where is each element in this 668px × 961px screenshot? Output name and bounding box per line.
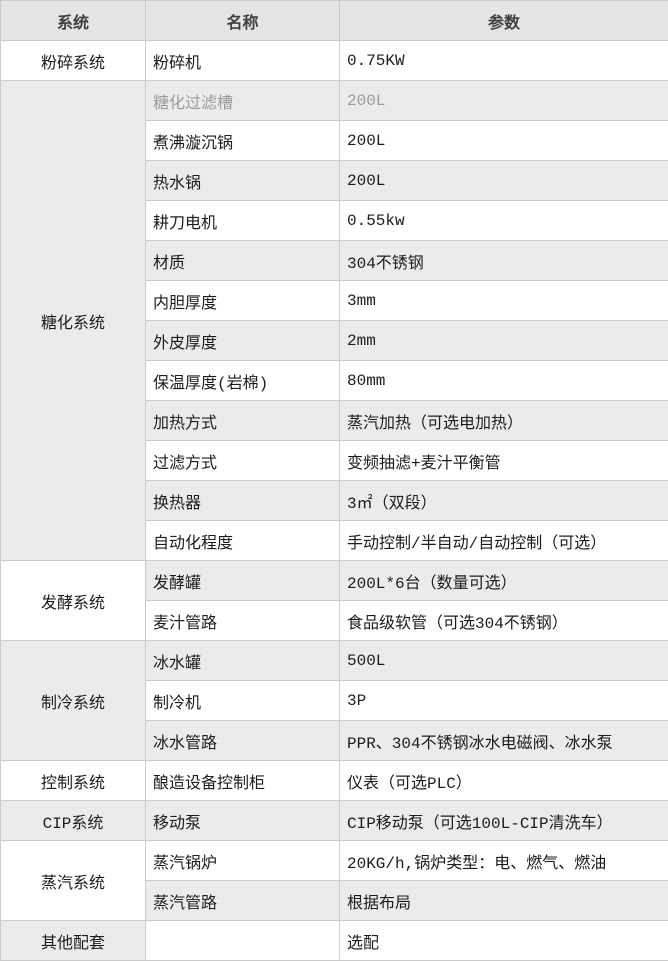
- param-cell: 3mm: [339, 280, 668, 321]
- header-param: 参数: [339, 0, 668, 41]
- param-cell: 3P: [339, 680, 668, 721]
- name-cell: 酿造设备控制柜: [145, 760, 340, 801]
- system-cell: 粉碎系统: [0, 40, 146, 81]
- param-cell: 手动控制/半自动/自动控制（可选）: [339, 520, 668, 561]
- table-row: 材质 304不锈钢: [1, 240, 668, 281]
- table-row: 粉碎系统 粉碎机 0.75KW: [0, 40, 668, 81]
- system-cell: CIP系统: [0, 800, 146, 841]
- table-row: 蒸汽管路 根据布局: [1, 880, 668, 921]
- param-cell: 304不锈钢: [339, 240, 668, 281]
- param-cell: 变频抽滤+麦汁平衡管: [339, 440, 668, 481]
- param-cell: 0.55kw: [339, 200, 668, 241]
- system-cell: 糖化系统: [0, 80, 146, 561]
- name-cell: 热水锅: [145, 160, 340, 201]
- header-name: 名称: [145, 0, 340, 41]
- param-cell: CIP移动泵（可选100L-CIP清洗车）: [339, 800, 668, 841]
- table-row: 发酵系统 发酵罐 200L*6台（数量可选）: [0, 560, 668, 641]
- name-cell: 煮沸漩沉锅: [145, 120, 340, 161]
- param-cell: 蒸汽加热（可选电加热）: [339, 400, 668, 441]
- name-cell: 内胆厚度: [145, 280, 340, 321]
- name-cell: 冰水罐: [145, 640, 340, 681]
- table-row: 外皮厚度 2mm: [1, 320, 668, 361]
- name-cell: 加热方式: [145, 400, 340, 441]
- name-cell: 冰水管路: [145, 720, 340, 761]
- name-cell: 自动化程度: [145, 520, 340, 561]
- param-cell: 80mm: [339, 360, 668, 401]
- name-cell: 粉碎机: [145, 40, 340, 81]
- table-row: 换热器 3㎡（双段）: [1, 480, 668, 521]
- name-cell: 制冷机: [145, 680, 340, 721]
- system-cell: 制冷系统: [0, 640, 146, 761]
- table-row: 自动化程度 手动控制/半自动/自动控制（可选）: [1, 520, 668, 561]
- param-cell: 20KG/h,锅炉类型：电、燃气、燃油: [339, 840, 668, 881]
- spec-table-body: 粉碎系统 粉碎机 0.75KW 糖化系统 糖化过滤槽 200L 煮沸漩沉锅 200L 热水锅 20…: [0, 40, 668, 961]
- table-row: 内胆厚度 3mm: [1, 280, 668, 321]
- table-row: 热水锅 200L: [1, 160, 668, 201]
- param-cell: 200L: [339, 160, 668, 201]
- name-cell: 蒸汽锅炉: [145, 840, 340, 881]
- system-cell: 发酵系统: [0, 560, 146, 641]
- param-cell: 根据布局: [339, 880, 668, 921]
- param-cell: 选配: [339, 920, 668, 961]
- name-cell: 麦汁管路: [145, 600, 340, 641]
- param-cell: 3㎡（双段）: [339, 480, 668, 521]
- name-cell: 材质: [145, 240, 340, 281]
- table-row: 蒸汽系统 蒸汽锅炉 20KG/h,锅炉类型：电、燃气、燃油: [0, 840, 668, 921]
- name-cell: 糖化过滤槽: [145, 80, 340, 121]
- header-row: 系统 名称 参数: [0, 0, 668, 41]
- name-cell: 移动泵: [145, 800, 340, 841]
- name-cell: 过滤方式: [145, 440, 340, 481]
- system-cell: 其他配套: [0, 920, 146, 961]
- table-row: 麦汁管路 食品级软管（可选304不锈钢）: [1, 600, 668, 641]
- table-row: 耕刀电机 0.55kw: [1, 200, 668, 241]
- table-row: 煮沸漩沉锅 200L: [1, 120, 668, 161]
- param-cell: 仪表（可选PLC）: [339, 760, 668, 801]
- name-cell: 耕刀电机: [145, 200, 340, 241]
- name-cell: 蒸汽管路: [145, 880, 340, 921]
- table-row: 加热方式 蒸汽加热（可选电加热）: [1, 400, 668, 441]
- param-cell: 500L: [339, 640, 668, 681]
- name-cell: [145, 920, 340, 961]
- name-cell: 发酵罐: [145, 560, 340, 601]
- name-cell: 换热器: [145, 480, 340, 521]
- name-cell: 保温厚度(岩棉): [145, 360, 340, 401]
- param-cell: 食品级软管（可选304不锈钢）: [339, 600, 668, 641]
- header-system: 系统: [0, 0, 146, 41]
- table-row: 制冷系统 冰水罐 500L: [0, 640, 668, 761]
- param-cell: 2mm: [339, 320, 668, 361]
- table-row: 保温厚度(岩棉) 80mm: [1, 360, 668, 401]
- table-row: 控制系统 酿造设备控制柜 仪表（可选PLC）: [0, 760, 668, 801]
- param-cell: 0.75KW: [339, 40, 668, 81]
- table-row: 制冷机 3P: [1, 680, 668, 721]
- table-row: CIP系统 移动泵 CIP移动泵（可选100L-CIP清洗车）: [0, 800, 668, 841]
- table-row: 其他配套 选配: [0, 920, 668, 961]
- table-row: 糖化系统 糖化过滤槽 200L: [0, 80, 668, 561]
- name-cell: 外皮厚度: [145, 320, 340, 361]
- system-cell: 控制系统: [0, 760, 146, 801]
- param-cell: 200L: [339, 80, 668, 121]
- param-cell: 200L: [339, 120, 668, 161]
- param-cell: 200L*6台（数量可选）: [339, 560, 668, 601]
- system-cell: 蒸汽系统: [0, 840, 146, 921]
- param-cell: PPR、304不锈钢冰水电磁阀、冰水泵: [339, 720, 668, 761]
